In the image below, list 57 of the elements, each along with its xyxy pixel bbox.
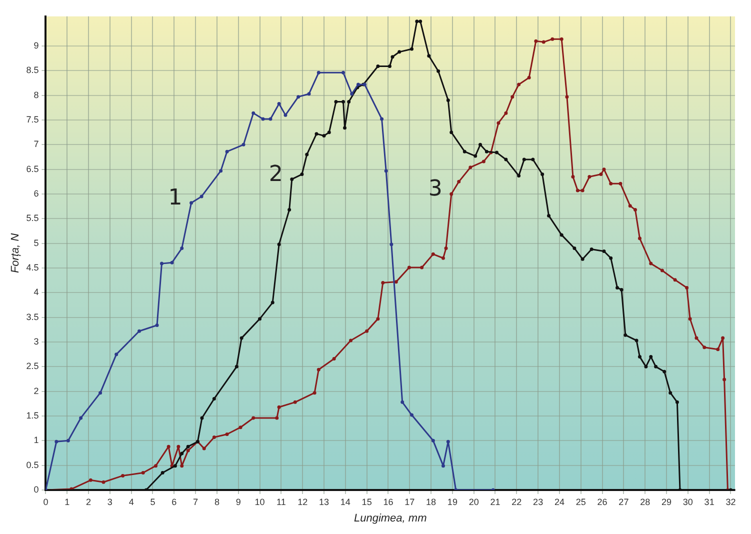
x-tick-label: 23 bbox=[533, 496, 544, 507]
x-tick-label: 1 bbox=[64, 496, 70, 507]
x-tick-label: 3 bbox=[107, 496, 112, 507]
y-tick-label: 7.5 bbox=[26, 114, 39, 124]
x-tick-label: 5 bbox=[150, 496, 156, 507]
series-label: 1 bbox=[168, 186, 182, 211]
y-tick-label: 7 bbox=[34, 139, 39, 150]
x-tick-label: 4 bbox=[128, 496, 134, 507]
x-tick-label: 29 bbox=[661, 496, 672, 507]
x-tick-label: 7 bbox=[193, 496, 198, 507]
x-tick-label: 17 bbox=[404, 496, 415, 507]
y-tick-label: 2 bbox=[34, 386, 39, 396]
x-tick-label: 15 bbox=[362, 496, 372, 507]
x-tick-label: 2 bbox=[86, 496, 92, 507]
y-tick-label: 0 bbox=[34, 484, 39, 494]
y-axis-title: Forța, N bbox=[10, 233, 22, 274]
y-tick-label: 5 bbox=[34, 238, 39, 248]
x-tick-label: 14 bbox=[340, 496, 350, 507]
y-tick-label: 6.5 bbox=[26, 164, 39, 174]
x-tick-label: 6 bbox=[172, 496, 177, 507]
x-tick-label: 27 bbox=[618, 496, 629, 507]
y-tick-label: 4.5 bbox=[26, 262, 39, 272]
x-tick-label: 24 bbox=[554, 496, 564, 507]
series-label: 2 bbox=[268, 162, 283, 187]
y-tick-label: 3.5 bbox=[26, 312, 39, 322]
x-tick-label: 8 bbox=[214, 496, 220, 507]
y-tick-label: 8 bbox=[34, 90, 39, 100]
x-tick-label: 30 bbox=[682, 496, 693, 507]
y-tick-label: 5.5 bbox=[26, 213, 39, 224]
y-tick-label: 6 bbox=[34, 188, 39, 198]
x-tick-label: 12 bbox=[298, 496, 308, 507]
y-tick-label: 1.5 bbox=[26, 410, 39, 420]
x-tick-label: 31 bbox=[704, 496, 714, 507]
x-tick-label: 18 bbox=[426, 496, 436, 507]
x-tick-label: 25 bbox=[576, 496, 586, 507]
y-tick-label: 1 bbox=[34, 435, 39, 446]
x-tick-label: 9 bbox=[236, 496, 241, 507]
x-tick-label: 32 bbox=[726, 496, 736, 507]
y-tick-label: 8.5 bbox=[26, 65, 39, 76]
x-tick-label: 0 bbox=[43, 496, 48, 507]
x-tick-label: 28 bbox=[640, 496, 650, 507]
x-tick-label: 13 bbox=[318, 496, 330, 507]
x-tick-label: 10 bbox=[254, 496, 265, 507]
x-tick-label: 22 bbox=[512, 496, 522, 507]
x-tick-label: 11 bbox=[276, 496, 286, 507]
x-tick-label: 26 bbox=[597, 496, 608, 507]
series-label: 3 bbox=[428, 176, 442, 202]
y-tick-label: 0.5 bbox=[26, 460, 39, 470]
y-tick-label: 9 bbox=[34, 40, 39, 50]
x-axis-title: Lungimea, mm bbox=[354, 512, 427, 524]
x-tick-label: 21 bbox=[490, 496, 500, 507]
x-tick-label: 16 bbox=[383, 496, 394, 507]
y-tick-label: 4 bbox=[34, 287, 39, 298]
y-tick-label: 3 bbox=[34, 336, 39, 346]
y-tick-label: 2.5 bbox=[26, 361, 39, 372]
x-tick-label: 20 bbox=[468, 496, 479, 507]
x-tick-label: 19 bbox=[447, 496, 458, 507]
